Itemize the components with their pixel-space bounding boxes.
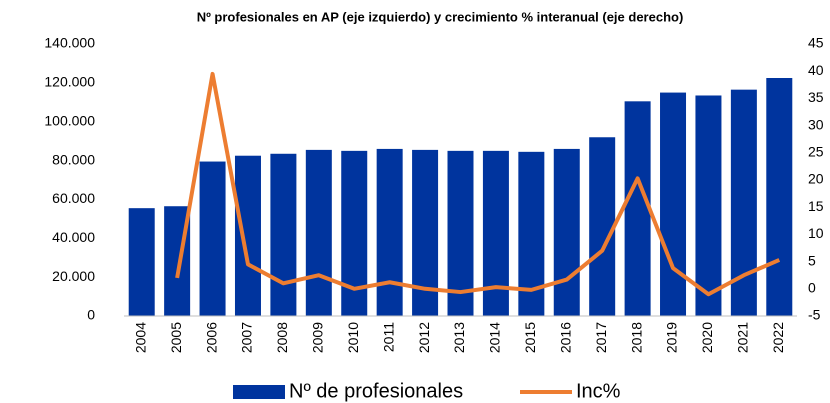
y2-tick-label: 0 (808, 280, 816, 296)
y-tick-label: 100.000 (44, 112, 95, 128)
x-tick-label: 2010 (345, 322, 361, 353)
x-tick-label: 2019 (664, 322, 680, 353)
bar (482, 150, 509, 316)
y2-tick-label: 35 (808, 89, 824, 105)
x-tick-label: 2016 (557, 322, 573, 353)
bar (199, 161, 226, 316)
y-tick-label: 80.000 (52, 151, 95, 167)
x-tick-label: 2015 (522, 322, 538, 353)
y2-tick-label: 20 (808, 171, 824, 187)
bar (589, 137, 616, 316)
chart-title: Nº profesionales en AP (eje izquierdo) y… (197, 9, 684, 24)
x-tick-label: 2014 (487, 322, 503, 353)
bar (660, 92, 687, 316)
x-tick-label: 2020 (699, 322, 715, 353)
y-tick-label: 120.000 (44, 74, 95, 90)
bar (695, 95, 722, 316)
bar (553, 148, 580, 316)
x-tick-label: 2022 (770, 322, 786, 353)
y-tick-label: 20.000 (52, 268, 95, 284)
y-tick-label: 40.000 (52, 229, 95, 245)
bar (341, 150, 368, 316)
x-tick-label: 2004 (132, 322, 148, 353)
bar (270, 153, 297, 316)
legend-label: Nº de profesionales (289, 380, 463, 402)
y-tick-label: 140.000 (44, 35, 95, 51)
x-tick-label: 2011 (380, 322, 396, 352)
y2-tick-label: 15 (808, 198, 824, 214)
x-tick-label: 2017 (593, 322, 609, 353)
x-tick-label: 2012 (416, 322, 432, 353)
bar (624, 101, 651, 316)
legend-swatch (233, 385, 285, 399)
y2-tick-label: 10 (808, 225, 824, 241)
x-tick-label: 2007 (239, 322, 255, 353)
y-tick-label: 60.000 (52, 190, 95, 206)
bar (376, 148, 403, 316)
line (175, 71, 781, 297)
x-tick-label: 2006 (203, 322, 219, 353)
bar (234, 155, 261, 316)
legend-label: Inc% (576, 380, 621, 402)
x-tick-label: 2021 (735, 322, 751, 353)
bar (305, 149, 332, 316)
bar (447, 150, 474, 316)
x-tick-label: 2009 (310, 322, 326, 353)
x-tick-label: 2018 (628, 322, 644, 353)
y2-tick-label: -5 (808, 307, 821, 323)
y2-tick-label: 45 (808, 35, 824, 51)
y2-tick-label: 30 (808, 116, 824, 132)
x-tick-label: 2013 (451, 322, 467, 353)
bar (128, 208, 155, 316)
y-tick-label: 0 (87, 307, 95, 323)
x-tick-label: 2008 (274, 322, 290, 353)
y2-tick-label: 5 (808, 252, 816, 268)
x-tick-label: 2005 (168, 322, 184, 353)
y2-tick-label: 25 (808, 144, 824, 160)
bar (766, 78, 793, 316)
y2-tick-label: 40 (808, 62, 824, 78)
